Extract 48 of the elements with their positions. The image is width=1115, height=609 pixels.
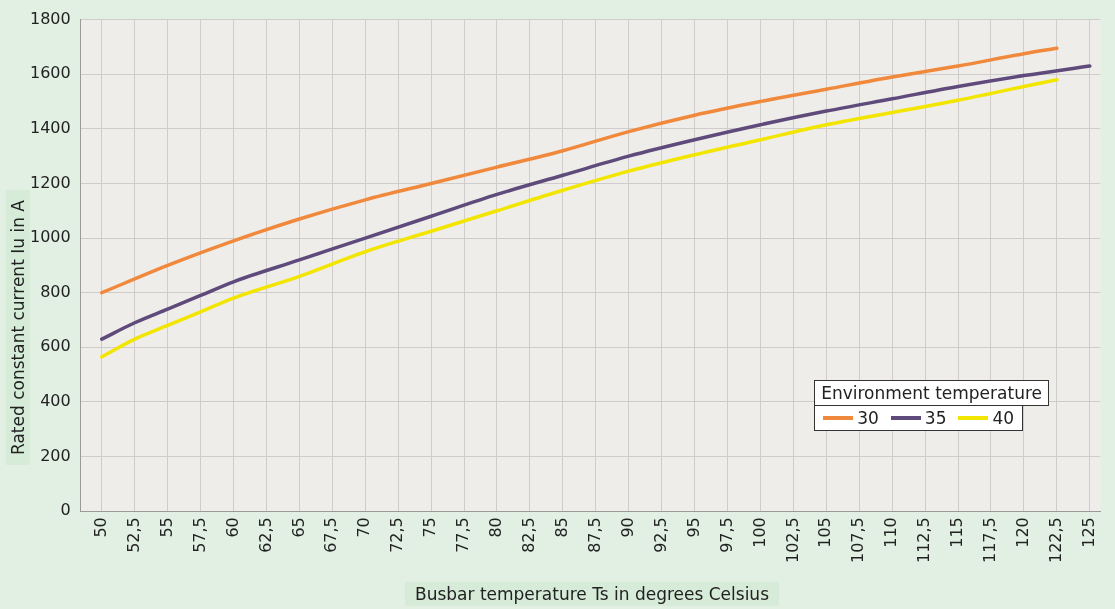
x-tick-label: 90 bbox=[617, 517, 637, 538]
x-tick-label: 57,5 bbox=[189, 517, 209, 553]
y-tick-label: 1400 bbox=[30, 118, 71, 137]
x-tick-label: 100 bbox=[749, 517, 769, 548]
y-tick-label: 800 bbox=[40, 281, 71, 301]
y-tick-label: 1000 bbox=[30, 227, 71, 247]
x-tick-label: 65 bbox=[288, 517, 308, 538]
x-tick-label: 115 bbox=[947, 517, 967, 548]
legend-label: 30 bbox=[857, 408, 879, 428]
x-tick-label: 72,5 bbox=[387, 517, 407, 553]
legend-label: 40 bbox=[992, 408, 1015, 428]
x-tick-label: 122,5 bbox=[1046, 517, 1066, 564]
x-tick-label: 92,5 bbox=[650, 517, 670, 553]
x-tick-label: 87,5 bbox=[584, 517, 604, 553]
x-axis-title: Busbar temperature Ts in degrees Celsius bbox=[405, 582, 779, 606]
y-tick-label: 600 bbox=[40, 336, 71, 356]
y-tick-label: 1200 bbox=[30, 172, 71, 192]
x-tick-label: 102,5 bbox=[782, 517, 802, 564]
x-tick-label: 62,5 bbox=[255, 517, 275, 553]
y-tick-label: 200 bbox=[40, 445, 71, 465]
x-tick-label: 55 bbox=[156, 517, 176, 538]
y-tick-label: 1800 bbox=[30, 8, 71, 28]
y-tick-label: 0 bbox=[60, 500, 71, 520]
legend-title: Environment temperature bbox=[814, 380, 1049, 406]
x-tick-label: 125 bbox=[1078, 517, 1098, 548]
x-tick-label: 60 bbox=[222, 517, 242, 538]
x-tick-label: 82,5 bbox=[519, 517, 539, 553]
x-tick-label: 50 bbox=[90, 517, 110, 538]
legend-label: 35 bbox=[924, 408, 947, 428]
y-tick-label: 400 bbox=[40, 391, 71, 411]
x-tick-label: 75 bbox=[420, 517, 440, 538]
line-series bbox=[100, 46, 1059, 295]
x-tick-label: 67,5 bbox=[321, 517, 341, 553]
x-tick-label: 107,5 bbox=[848, 517, 868, 564]
x-tick-label: 52,5 bbox=[123, 517, 143, 553]
x-tick-label: 95 bbox=[683, 517, 703, 538]
x-tick-label: 85 bbox=[552, 517, 572, 538]
x-tick-label: 77,5 bbox=[453, 517, 473, 553]
x-tick-label: 110 bbox=[881, 517, 901, 548]
x-tick-label: 70 bbox=[354, 517, 374, 538]
x-tick-label: 105 bbox=[815, 517, 835, 548]
y-axis-title: Rated constant current Iu in A bbox=[6, 190, 30, 465]
x-tick-label: 80 bbox=[486, 517, 506, 538]
x-tick-label: 112,5 bbox=[914, 517, 934, 564]
x-tick-label: 117,5 bbox=[980, 517, 1000, 564]
y-tick-label: 1600 bbox=[30, 63, 71, 83]
x-tick-label: 120 bbox=[1013, 517, 1033, 548]
x-tick-label: 97,5 bbox=[716, 517, 736, 553]
